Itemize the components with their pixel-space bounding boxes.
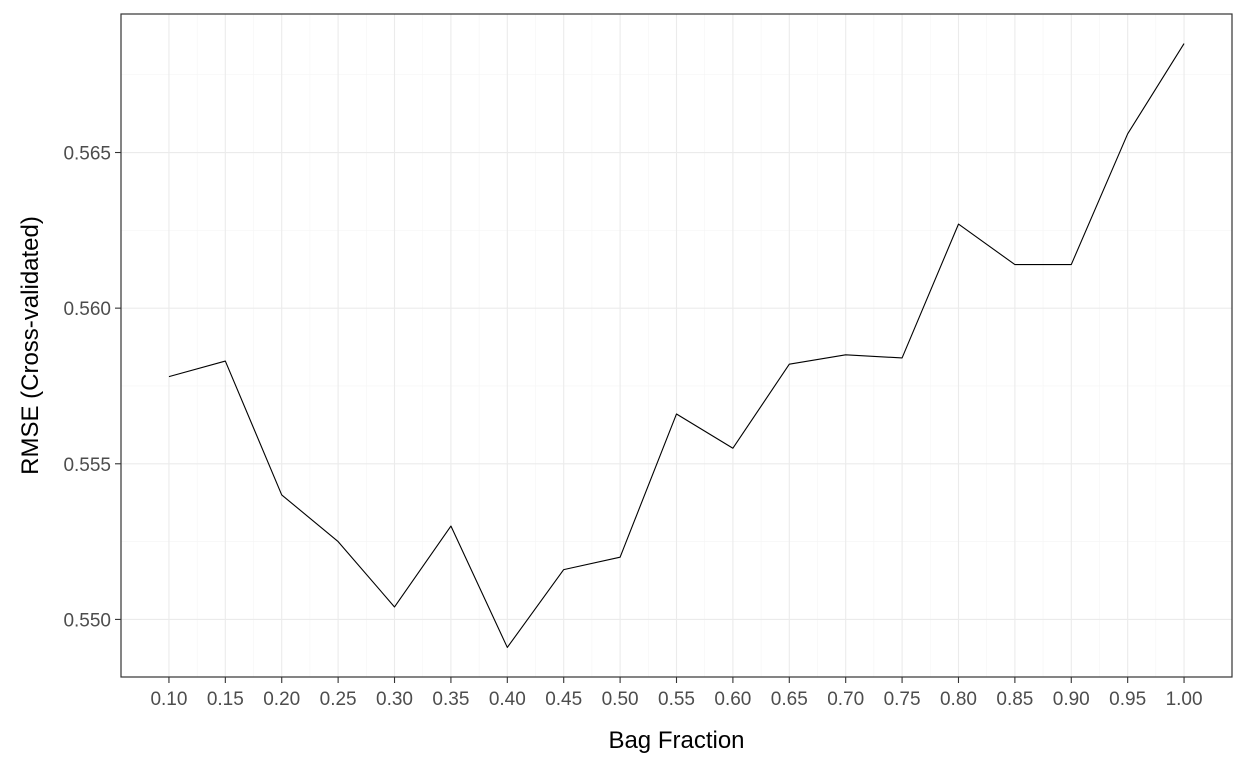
x-tick-label: 0.50 <box>602 689 639 710</box>
x-tick-label: 0.80 <box>940 689 977 710</box>
y-tick-label: 0.565 <box>63 144 111 165</box>
x-tick-label: 0.15 <box>207 689 244 710</box>
x-tick-label: 0.60 <box>714 689 751 710</box>
y-tick-label: 0.550 <box>63 610 111 631</box>
x-tick-label: 1.00 <box>1166 689 1203 710</box>
y-axis-tick-labels: 0.550 0.555 0.560 0.565 <box>63 144 111 632</box>
x-axis-tick-labels: 0.10 0.15 0.20 0.25 0.30 0.35 0.40 0.45 0.50 0.55… <box>150 689 1202 710</box>
x-tick-label: 0.75 <box>884 689 921 710</box>
x-tick-label: 0.45 <box>545 689 582 710</box>
y-tick-label: 0.560 <box>63 299 111 320</box>
x-tick-label: 0.85 <box>996 689 1033 710</box>
major-grid <box>121 14 1232 677</box>
y-axis-title: RMSE (Cross-validated) <box>17 216 44 475</box>
x-tick-label: 0.35 <box>432 689 469 710</box>
x-axis-title: Bag Fraction <box>608 727 744 754</box>
axis-ticks <box>115 153 1184 683</box>
x-tick-label: 0.20 <box>263 689 300 710</box>
y-tick-label: 0.555 <box>63 455 111 476</box>
x-tick-label: 0.40 <box>489 689 526 710</box>
x-tick-label: 0.65 <box>771 689 808 710</box>
x-tick-label: 0.30 <box>376 689 413 710</box>
x-tick-label: 0.25 <box>320 689 357 710</box>
x-tick-label: 0.10 <box>150 689 187 710</box>
x-tick-label: 0.95 <box>1109 689 1146 710</box>
x-tick-label: 0.70 <box>827 689 864 710</box>
x-tick-label: 0.55 <box>658 689 695 710</box>
x-tick-label: 0.90 <box>1053 689 1090 710</box>
